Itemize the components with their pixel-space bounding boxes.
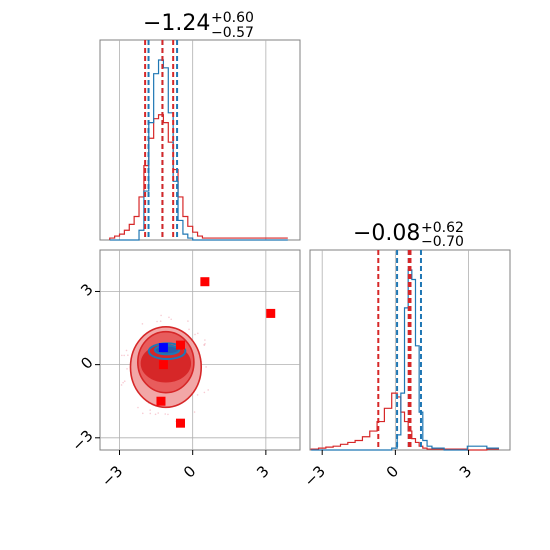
sample-point bbox=[123, 354, 125, 357]
sample-point bbox=[187, 320, 189, 322]
scatter-ytick-label-1: 0 bbox=[77, 353, 96, 372]
title-param1-sup: +0.60 bbox=[211, 10, 254, 26]
hist1-series-blue bbox=[109, 59, 288, 241]
sample-point bbox=[207, 389, 209, 391]
sample-point bbox=[193, 411, 196, 413]
sample-point bbox=[160, 314, 162, 317]
red-marker-1 bbox=[266, 308, 276, 318]
sample-point bbox=[156, 320, 158, 323]
sample-point bbox=[121, 354, 123, 357]
sample-point bbox=[149, 412, 152, 415]
hist2-xtick-label-0: −3 bbox=[301, 462, 329, 490]
sample-point bbox=[167, 413, 169, 416]
sample-point bbox=[126, 368, 128, 370]
sample-point bbox=[203, 391, 206, 394]
sample-point bbox=[188, 328, 190, 331]
red-marker-2 bbox=[175, 340, 185, 350]
scatter-xtick-label-2: 3 bbox=[253, 462, 272, 481]
sample-point bbox=[196, 394, 199, 396]
title-param1-sub: −0.57 bbox=[211, 25, 254, 41]
title-param2: −0.08 bbox=[353, 221, 420, 246]
scatter-ytick-label-0: −3 bbox=[68, 426, 96, 454]
title-param2-value: −0.08 bbox=[353, 221, 420, 246]
title-param1-value: −1.24 bbox=[143, 11, 210, 36]
sample-point bbox=[159, 320, 162, 323]
red-marker-3 bbox=[158, 360, 168, 370]
sample-point bbox=[194, 333, 196, 336]
sample-point bbox=[205, 366, 207, 368]
sample-point bbox=[154, 413, 157, 416]
sample-point bbox=[141, 412, 144, 415]
sample-point bbox=[204, 339, 206, 341]
scatter-frame bbox=[99, 249, 301, 451]
sample-point bbox=[137, 406, 139, 409]
hist1-frame bbox=[99, 39, 301, 241]
sample-point bbox=[170, 318, 172, 321]
blue-marker-0 bbox=[158, 343, 168, 353]
hist2-xtick-label-1: 0 bbox=[383, 462, 402, 481]
red-marker-0 bbox=[200, 277, 210, 287]
scatter-xtick-label-0: −3 bbox=[98, 462, 126, 490]
sample-point bbox=[125, 349, 128, 352]
hist2-xtick-label-2: 3 bbox=[456, 462, 475, 481]
sample-point bbox=[164, 413, 167, 415]
sample-point bbox=[168, 316, 170, 319]
histogram-param1-panel bbox=[99, 39, 301, 241]
scatter-2d-panel: −3 0 3 −3 0 3 bbox=[68, 249, 301, 490]
title-param1: −1.24 bbox=[143, 11, 210, 36]
scatter-ytick-label-2: 3 bbox=[77, 280, 96, 299]
histogram-param2-panel: −3 0 3 bbox=[301, 249, 511, 490]
sample-point bbox=[157, 412, 160, 414]
sample-point bbox=[204, 343, 206, 345]
scatter-xtick-label-1: 0 bbox=[180, 462, 199, 481]
sample-point bbox=[123, 380, 126, 383]
sample-point bbox=[120, 384, 123, 386]
hist2-series-blue bbox=[311, 269, 500, 451]
hist1-series-red bbox=[109, 114, 288, 240]
sample-point bbox=[141, 323, 144, 325]
sample-point bbox=[149, 409, 151, 411]
sample-point bbox=[203, 344, 206, 346]
sample-point bbox=[197, 332, 199, 335]
red-marker-5 bbox=[175, 418, 185, 428]
sample-point bbox=[122, 381, 124, 384]
sample-point bbox=[127, 354, 129, 356]
title-param2-sup: +0.62 bbox=[421, 220, 464, 236]
red-marker-4 bbox=[156, 396, 166, 406]
title-param2-sub: −0.70 bbox=[421, 234, 464, 250]
hist2-series-red bbox=[310, 392, 500, 451]
